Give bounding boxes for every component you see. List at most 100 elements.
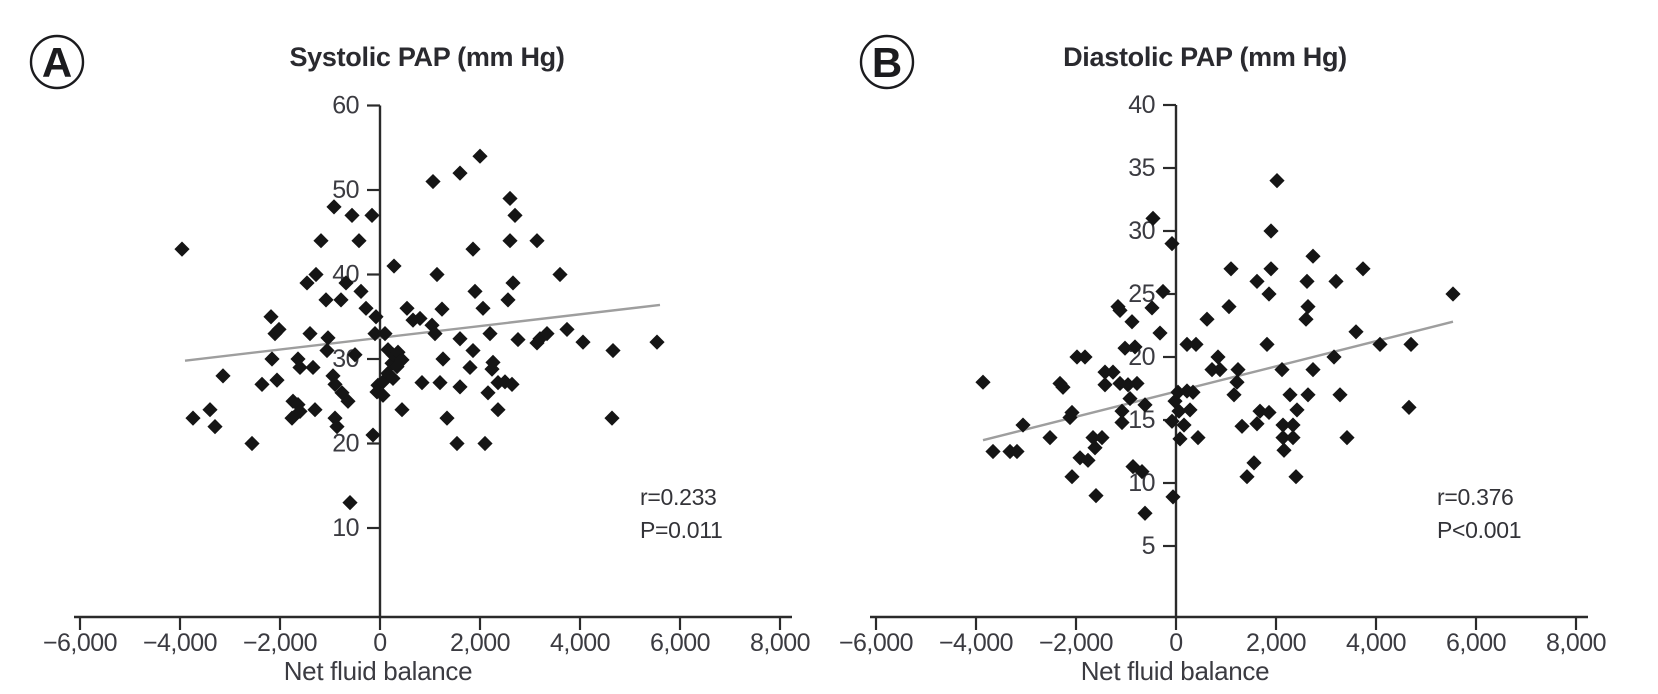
data-point xyxy=(649,334,665,350)
data-point xyxy=(1077,349,1093,365)
x-tick-label: −6,000 xyxy=(839,629,913,657)
data-point xyxy=(1064,469,1080,485)
data-point xyxy=(412,310,428,327)
panel-a-scatter-points xyxy=(174,148,665,511)
data-point xyxy=(307,402,323,418)
data-point xyxy=(1085,430,1101,446)
data-point xyxy=(1263,223,1279,239)
data-point xyxy=(1129,375,1145,392)
x-tick-label: 8,000 xyxy=(750,629,810,657)
data-point xyxy=(319,342,335,359)
data-point xyxy=(1372,336,1388,352)
data-point xyxy=(394,402,410,418)
data-point xyxy=(1179,336,1195,352)
data-point xyxy=(1246,455,1262,471)
data-point xyxy=(452,165,468,181)
data-point xyxy=(1144,300,1160,316)
data-point xyxy=(1015,417,1031,433)
data-point xyxy=(434,301,450,317)
data-point xyxy=(1259,336,1275,352)
data-point xyxy=(1299,273,1315,289)
data-point xyxy=(347,347,363,363)
data-point xyxy=(1152,325,1168,341)
data-point xyxy=(1275,430,1291,446)
data-point xyxy=(385,370,401,387)
data-point xyxy=(510,331,526,348)
data-point xyxy=(333,292,349,308)
data-point xyxy=(1042,430,1058,446)
data-point xyxy=(1300,299,1316,315)
data-point xyxy=(500,292,516,308)
data-point xyxy=(207,419,223,435)
data-point xyxy=(504,376,520,392)
data-point xyxy=(429,266,445,283)
data-point xyxy=(1167,393,1183,409)
data-point xyxy=(1127,339,1143,355)
data-point xyxy=(327,376,343,392)
data-point xyxy=(465,241,481,257)
data-point xyxy=(1249,416,1265,432)
data-point xyxy=(1137,505,1153,521)
x-tick-label: 4,000 xyxy=(1346,629,1406,657)
data-point xyxy=(985,443,1001,460)
data-point xyxy=(432,375,448,391)
data-point xyxy=(532,331,548,347)
data-point xyxy=(1305,248,1321,264)
data-point xyxy=(1112,302,1128,318)
data-point xyxy=(414,375,430,391)
data-point xyxy=(449,435,465,452)
data-point xyxy=(340,393,356,409)
x-tick-label: 0 xyxy=(1169,629,1182,657)
data-point xyxy=(472,148,488,164)
data-point xyxy=(1125,459,1141,475)
data-point xyxy=(174,241,190,257)
data-point xyxy=(202,402,218,418)
data-point xyxy=(1176,417,1192,433)
x-tick-label: 6,000 xyxy=(650,629,710,657)
panel-a-badge-circle xyxy=(29,34,85,90)
y-tick-label: 15 xyxy=(1128,406,1155,434)
data-point xyxy=(1239,469,1255,485)
data-point xyxy=(435,351,451,367)
panel-b-scatter-points xyxy=(975,173,1461,521)
data-point xyxy=(1261,286,1277,302)
regression-line xyxy=(982,320,1454,442)
panel-b-xaxis-label: Net fluid balance xyxy=(1081,656,1270,686)
data-point xyxy=(1145,210,1161,226)
data-point xyxy=(1165,489,1181,505)
data-point xyxy=(1134,464,1150,480)
data-point xyxy=(1355,261,1371,277)
data-point xyxy=(1094,430,1110,446)
data-point xyxy=(1069,349,1085,365)
data-point xyxy=(1112,375,1128,392)
data-point xyxy=(254,376,270,392)
data-point xyxy=(394,352,410,368)
data-point xyxy=(344,207,360,223)
data-point xyxy=(462,359,478,376)
data-point xyxy=(1190,430,1206,446)
y-tick-label: 50 xyxy=(332,176,359,204)
data-point xyxy=(1087,440,1103,456)
panel-a-badge-letter: A xyxy=(42,39,72,86)
data-point xyxy=(1445,286,1461,302)
data-point xyxy=(575,334,591,350)
data-point xyxy=(1221,299,1237,315)
y-tick-label: 20 xyxy=(332,430,359,458)
data-point xyxy=(1348,324,1364,340)
data-point xyxy=(292,359,308,376)
data-point xyxy=(604,410,620,426)
data-point xyxy=(292,403,308,419)
data-point xyxy=(1275,417,1291,433)
x-tick-label: 6,000 xyxy=(1446,629,1506,657)
data-point xyxy=(386,258,402,274)
data-point xyxy=(467,283,483,299)
data-point xyxy=(351,233,367,249)
data-point xyxy=(313,233,329,249)
y-tick-label: 60 xyxy=(332,92,359,120)
data-point xyxy=(1117,340,1133,356)
data-point xyxy=(1164,413,1180,429)
regression-line xyxy=(184,303,661,362)
data-point xyxy=(485,354,501,370)
